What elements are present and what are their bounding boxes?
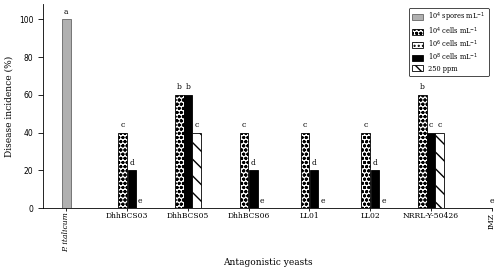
Text: d: d <box>251 159 256 167</box>
Bar <box>192 133 200 208</box>
Bar <box>370 170 379 208</box>
Bar <box>427 133 436 208</box>
Legend: 10$^4$ spores mL$^{-1}$, 10$^4$ cells mL$^{-1}$, 10$^6$ cells mL$^{-1}$, 10$^8$ : 10$^4$ spores mL$^{-1}$, 10$^4$ cells mL… <box>408 8 488 76</box>
Text: e: e <box>490 197 494 205</box>
X-axis label: Antagonistic yeasts: Antagonistic yeasts <box>222 258 312 267</box>
Bar <box>249 170 258 208</box>
Text: c: c <box>242 121 246 129</box>
Bar <box>300 133 309 208</box>
Bar <box>240 133 248 208</box>
Text: c: c <box>120 121 124 129</box>
Text: e: e <box>138 197 142 205</box>
Text: b: b <box>420 83 425 92</box>
Bar <box>418 95 427 208</box>
Text: d: d <box>312 159 316 167</box>
Bar <box>362 133 370 208</box>
Bar <box>128 170 136 208</box>
Bar <box>118 133 126 208</box>
Text: e: e <box>320 197 325 205</box>
Bar <box>175 95 184 208</box>
Y-axis label: Disease incidence (%): Disease incidence (%) <box>4 56 13 157</box>
Bar <box>62 19 70 208</box>
Text: c: c <box>438 121 442 129</box>
Text: c: c <box>364 121 368 129</box>
Text: a: a <box>64 8 68 16</box>
Text: c: c <box>302 121 307 129</box>
Bar <box>184 95 192 208</box>
Text: e: e <box>260 197 264 205</box>
Text: d: d <box>372 159 378 167</box>
Bar <box>310 170 318 208</box>
Text: b: b <box>186 83 190 92</box>
Text: b: b <box>177 83 182 92</box>
Text: c: c <box>194 121 198 129</box>
Text: d: d <box>130 159 134 167</box>
Text: e: e <box>381 197 386 205</box>
Text: c: c <box>429 121 433 129</box>
Bar <box>436 133 444 208</box>
